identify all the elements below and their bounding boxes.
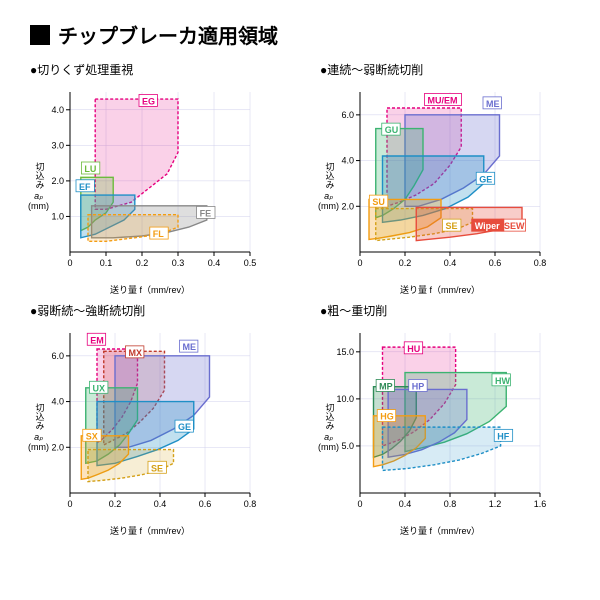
region-label: EM (90, 335, 104, 345)
region-label: SEW (504, 221, 525, 231)
svg-text:0.8: 0.8 (534, 258, 547, 268)
chart-wrap: 切込みaₚ(mm)送り量 f（mm/rev）00.20.40.60.82.04.… (30, 323, 270, 533)
region-label: GE (178, 422, 191, 432)
chart-panel: ●連続～弱断続切削切込みaₚ(mm)送り量 f（mm/rev）00.20.40.… (320, 61, 570, 292)
chart-panel: ●弱断続～強断続切削切込みaₚ(mm)送り量 f（mm/rev）00.20.40… (30, 302, 280, 533)
svg-text:0.3: 0.3 (172, 258, 185, 268)
panel-title: ●連続～弱断続切削 (320, 61, 570, 78)
svg-text:0.6: 0.6 (199, 499, 212, 509)
chart-svg: 0 0.1 0.2 0.3 0.4 0.5 1.0 2.0 3.0 4.0 EG LU EF FE FL (30, 82, 270, 277)
region-label: FL (153, 229, 164, 239)
region-label: HU (407, 344, 420, 354)
svg-text:6.0: 6.0 (341, 110, 354, 120)
y-axis-label: 切込みaₚ(mm) (28, 162, 49, 212)
chart-wrap: 切込みaₚ(mm)送り量 f（mm/rev）00.40.81.21.65.010… (320, 323, 560, 533)
svg-text:0.1: 0.1 (100, 258, 113, 268)
svg-text:5.0: 5.0 (341, 441, 354, 451)
region-label: HF (497, 431, 509, 441)
svg-text:0.2: 0.2 (109, 499, 122, 509)
svg-text:4.0: 4.0 (341, 156, 354, 166)
chart-svg: 0 0.4 0.8 1.2 1.6 5.0 10.0 15.0 HU HW MP HP HG HF (320, 323, 560, 518)
x-axis-label: 送り量 f（mm/rev） (400, 524, 480, 537)
region-label: UX (93, 383, 106, 393)
region-label: MU/EM (428, 95, 458, 105)
region-label: GU (385, 125, 399, 135)
region-label: MP (379, 381, 393, 391)
region-label: EF (79, 182, 91, 192)
region-label: SE (151, 463, 163, 473)
y-axis-label: 切込みaₚ(mm) (318, 403, 339, 453)
title-square-icon (30, 25, 50, 45)
region-label: ME (183, 342, 197, 352)
svg-text:2.0: 2.0 (341, 201, 354, 211)
y-axis-label: 切込みaₚ(mm) (28, 403, 49, 453)
svg-text:0.8: 0.8 (244, 499, 257, 509)
svg-text:1.2: 1.2 (489, 499, 502, 509)
panel-title: ●弱断続～強断続切削 (30, 302, 280, 319)
svg-text:15.0: 15.0 (336, 347, 354, 357)
chart-svg: 0 0.2 0.4 0.6 0.8 2.0 4.0 6.0 MU/EM ME GU GE SU SE SEW… (320, 82, 560, 277)
svg-text:0: 0 (67, 258, 72, 268)
svg-text:0.8: 0.8 (444, 499, 457, 509)
svg-text:2.0: 2.0 (51, 442, 64, 452)
svg-text:0.2: 0.2 (136, 258, 149, 268)
wiper-tag: Wiper (475, 221, 500, 231)
y-axis-label: 切込みaₚ(mm) (318, 162, 339, 212)
svg-text:3.0: 3.0 (51, 140, 64, 150)
x-axis-label: 送り量 f（mm/rev） (110, 283, 190, 296)
region-label: MX (129, 348, 143, 358)
svg-text:0: 0 (357, 499, 362, 509)
svg-text:4.0: 4.0 (51, 397, 64, 407)
chart-grid: ●切りくず処理重視切込みaₚ(mm) 送り量 f（mm/rev） 0 0.1 0.2 0.… (30, 61, 570, 533)
svg-text:4.0: 4.0 (51, 105, 64, 115)
page-title: チップブレーカ適用領域 (58, 20, 278, 49)
svg-text:6.0: 6.0 (51, 351, 64, 361)
svg-text:0.2: 0.2 (399, 258, 412, 268)
region-HF (383, 427, 501, 470)
chart-panel: ●粗～重切削切込みaₚ(mm)送り量 f（mm/rev）00.40.81.21.… (320, 302, 570, 533)
region-label: HW (495, 376, 510, 386)
region-label: SX (86, 431, 98, 441)
svg-text:0.4: 0.4 (208, 258, 221, 268)
svg-text:0.4: 0.4 (399, 499, 412, 509)
region-label: GE (479, 174, 492, 184)
svg-text:1.0: 1.0 (51, 211, 64, 221)
chart-svg: 0 0.2 0.4 0.6 0.8 2.0 4.0 6.0 EM MX ME UX GE SX SE (30, 323, 270, 518)
svg-text:0.4: 0.4 (154, 499, 167, 509)
svg-text:0: 0 (357, 258, 362, 268)
region-label: SU (372, 197, 385, 207)
panel-title: ●粗～重切削 (320, 302, 570, 319)
svg-text:0.5: 0.5 (244, 258, 257, 268)
chart-panel: ●切りくず処理重視切込みaₚ(mm)送り量 f（mm/rev）00.10.20.… (30, 61, 280, 292)
chart-wrap: 切込みaₚ(mm)送り量 f（mm/rev）00.20.40.60.82.04.… (320, 82, 560, 292)
region-label: LU (84, 164, 96, 174)
x-axis-label: 送り量 f（mm/rev） (110, 524, 190, 537)
svg-text:1.6: 1.6 (534, 499, 547, 509)
svg-text:0: 0 (67, 499, 72, 509)
svg-text:2.0: 2.0 (51, 176, 64, 186)
panel-title: ●切りくず処理重視 (30, 61, 280, 78)
region-label: FE (200, 208, 212, 218)
page-title-row: チップブレーカ適用領域 (30, 20, 570, 49)
svg-text:0.6: 0.6 (489, 258, 502, 268)
svg-text:0.4: 0.4 (444, 258, 457, 268)
region-label: ME (486, 99, 500, 109)
chart-wrap: 切込みaₚ(mm)送り量 f（mm/rev）00.10.20.30.40.51.… (30, 82, 270, 292)
x-axis-label: 送り量 f（mm/rev） (400, 283, 480, 296)
region-label: HG (380, 412, 394, 422)
svg-text:10.0: 10.0 (336, 394, 354, 404)
region-label: HP (412, 381, 425, 391)
region-label: EG (142, 96, 155, 106)
region-label: SE (446, 221, 458, 231)
